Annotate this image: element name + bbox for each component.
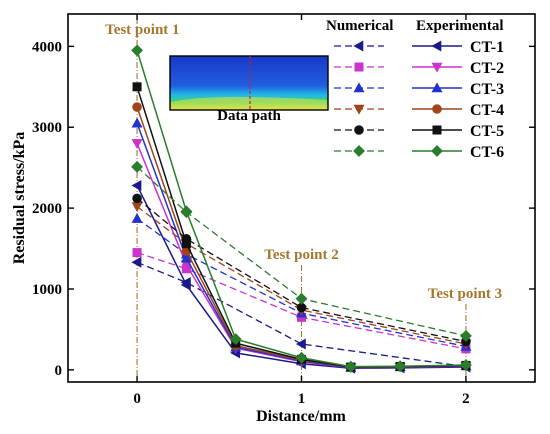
experimental-point-ct-4	[132, 102, 142, 112]
x-axis-title: Distance/mm	[256, 408, 346, 425]
x-tick-label: 2	[462, 391, 470, 407]
legend-experimental-marker-ct-2	[431, 62, 443, 73]
experimental-point-ct-5	[132, 82, 142, 92]
series-layer	[131, 44, 472, 374]
legend-experimental-marker-ct-1	[431, 40, 442, 52]
inset-label: Data path	[217, 108, 281, 124]
y-tick-label: 4000	[32, 39, 62, 55]
legend-numerical-marker-ct-6	[353, 145, 365, 157]
test-point-label: Test point 1	[105, 22, 179, 38]
legend-header-experimental: Experimental	[416, 18, 504, 34]
legend-experimental-marker-ct-3	[431, 82, 443, 93]
numerical-point-ct-5	[132, 193, 142, 204]
numerical-point-ct-6	[460, 329, 472, 342]
experimental-point-ct-6	[460, 359, 472, 371]
legend-numerical-marker-ct-3	[353, 82, 365, 93]
experimental-point-ct-6	[344, 360, 357, 373]
numerical-point-ct-6	[295, 292, 308, 305]
axis-ticks: 0 1000 2000 3000 4000 0 1 2	[32, 14, 535, 407]
numerical-point-ct-1	[295, 338, 306, 350]
test-point-label: Test point 3	[428, 286, 502, 302]
numerical-line-ct-6	[136, 166, 467, 337]
legend-label-ct-5: CT-5	[470, 123, 504, 140]
legend-experimental-marker-ct-6	[431, 145, 443, 157]
legend-header-numerical: Numerical	[326, 18, 393, 34]
y-axis-title: Residual stress/kPa	[11, 132, 28, 265]
data-path-inset: Data path	[169, 55, 329, 124]
numerical-line-ct-3	[136, 218, 467, 348]
legend-label-ct-6: CT-6	[470, 144, 504, 161]
x-tick-label: 0	[133, 391, 141, 407]
y-tick-label: 0	[55, 363, 63, 379]
numerical-line-ct-1	[136, 261, 467, 368]
legend-numerical-marker-ct-1	[353, 40, 364, 52]
y-tick-label: 1000	[32, 282, 62, 298]
inset-bottom-profile	[171, 96, 327, 109]
numerical-line-ct-5	[136, 197, 467, 343]
experimental-point-ct-6	[180, 205, 193, 218]
numerical-point-ct-6	[131, 160, 143, 173]
numerical-point-ct-2	[132, 248, 142, 258]
experimental-point-ct-6	[295, 351, 308, 364]
experimental-point-ct-1	[131, 179, 142, 191]
experimental-point-ct-6	[229, 333, 242, 346]
experimental-point-ct-6	[131, 44, 143, 57]
test-point-labels: Test point 1 Test point 2 Test point 3	[105, 22, 502, 302]
legend-label-ct-3: CT-3	[470, 81, 504, 98]
numerical-line-ct-4	[136, 205, 467, 345]
experimental-point-ct-3	[131, 117, 143, 128]
numerical-point-ct-3	[131, 213, 143, 223]
experimental-point-ct-3	[180, 252, 192, 263]
experimental-point-ct-5	[181, 239, 191, 249]
experimental-point-ct-2	[131, 139, 143, 150]
legend-experimental-marker-ct-5	[432, 125, 442, 135]
x-tick-label: 1	[298, 391, 306, 407]
numerical-point-ct-4	[131, 202, 143, 213]
legend-label-ct-4: CT-4	[470, 102, 504, 119]
legend-numerical-marker-ct-5	[354, 125, 364, 135]
legend-label-ct-1: CT-1	[470, 39, 504, 56]
legend-label-ct-2: CT-2	[470, 60, 504, 77]
test-point-label: Test point 2	[264, 247, 338, 263]
experimental-point-ct-1	[180, 279, 191, 291]
legend: Numerical Experimental CT-1 CT-2 CT-3 CT-4 C…	[326, 18, 504, 161]
legend-numerical-marker-ct-4	[353, 104, 365, 115]
y-tick-label: 2000	[32, 201, 62, 217]
numerical-line-ct-2	[136, 251, 467, 350]
legend-experimental-marker-ct-4	[432, 104, 442, 114]
numerical-point-ct-1	[131, 256, 142, 268]
legend-numerical-marker-ct-2	[354, 62, 364, 72]
y-tick-label: 3000	[32, 120, 62, 136]
experimental-point-ct-6	[394, 360, 407, 373]
